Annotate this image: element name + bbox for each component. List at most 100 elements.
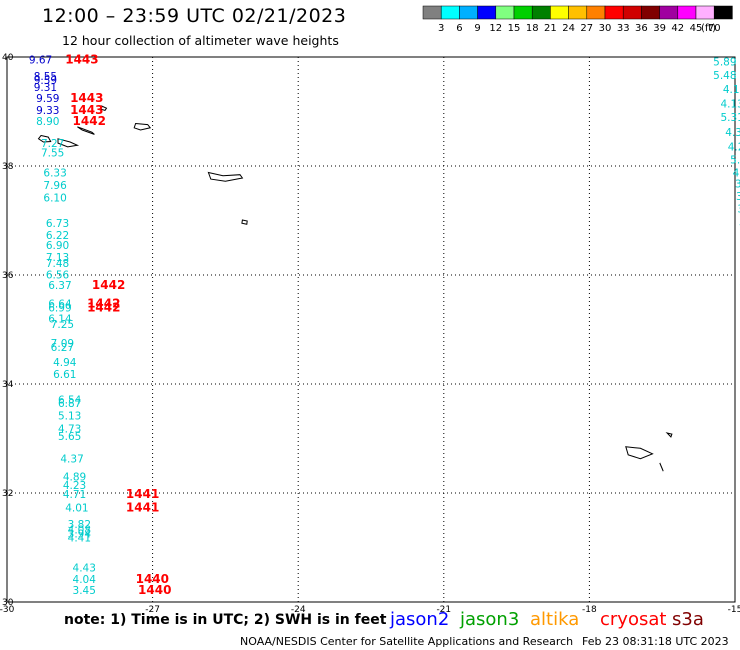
wave-height-label: 4.18 (723, 84, 740, 96)
colorbar-swatch (422, 5, 442, 20)
colorbar-swatch (568, 5, 588, 20)
map-title: 12:00 – 23:59 UTC 02/21/2023 (42, 5, 347, 27)
island-desertas (659, 462, 664, 472)
colorbar-tick-label: 3 (438, 23, 444, 34)
wave-height-label: 5.48 (713, 70, 736, 82)
pass-time-label: 1442 (92, 278, 125, 292)
x-tick-label: -21 (436, 605, 451, 615)
wave-height-label: 6.87 (58, 398, 81, 410)
colorbar-swatch (513, 5, 533, 20)
wave-height-label: 7.55 (41, 147, 64, 159)
colorbar-swatch (531, 5, 551, 20)
colorbar-swatch (586, 5, 606, 20)
island-flores-corvo (37, 134, 52, 143)
wave-height-label: 7.25 (51, 319, 74, 331)
colorbar: 3 6 9 12 15 18 21 24 27 30 33 36 39 42 45 70 (422, 5, 733, 34)
wave-height-label: 6.37 (48, 280, 71, 292)
colorbar-swatch (622, 5, 642, 20)
island-madeira (625, 446, 654, 460)
wave-height-label: 6.99 (48, 303, 71, 315)
coastlines (37, 105, 673, 472)
grid-lines (7, 57, 735, 602)
colorbar-swatch (641, 5, 660, 20)
pass-time-label: 1443 (65, 53, 98, 67)
wave-height-label: 4.71 (63, 489, 86, 501)
wave-height-label: 6.22 (46, 230, 69, 242)
legend-cryosat: cryosat (600, 609, 667, 630)
wave-height-label: 4.89 (63, 472, 86, 484)
wave-height-label: 8.90 (36, 116, 59, 128)
island-porto-santo (665, 432, 673, 438)
colorbar-tick-label: 45 (690, 23, 703, 34)
y-tick-label: 34 (2, 380, 14, 390)
colorbar-tick-label: 42 (671, 23, 684, 34)
island-santa-maria (241, 219, 248, 225)
legend-jason3: jason3 (460, 609, 520, 630)
colorbar-tick-label: 39 (653, 23, 666, 34)
wave-height-label: 3.82 (68, 519, 91, 531)
island-terceira (133, 122, 152, 131)
wave-height-label: 7.09 (51, 338, 74, 350)
colorbar-tick-label: 36 (635, 23, 648, 34)
wave-height-label: 5.13 (58, 411, 81, 423)
map-subtitle: 12 hour collection of altimeter wave hei… (62, 33, 339, 48)
generated-timestamp: Feb 23 08:31:18 UTC 2023 (582, 635, 729, 648)
y-tick-label: 36 (2, 271, 14, 281)
wave-height-label: 6.14 (48, 314, 72, 326)
wave-height-label: 4.94 (53, 357, 77, 369)
wave-height-label: 8.55 (34, 71, 57, 83)
colorbar-swatch (440, 5, 460, 20)
wave-height-label: 6.73 (46, 218, 69, 230)
wave-height-label: 9.59 (36, 93, 59, 105)
x-tick-label: -18 (582, 605, 597, 615)
note-text: note: 1) Time is in UTC; 2) SWH is in fe… (64, 612, 387, 628)
wave-height-label: 4.36 (733, 168, 740, 180)
colorbar-unit-label: (ft) (701, 23, 716, 34)
wave-height-label: 6.27 (51, 342, 74, 354)
wave-height-label: 3.8 (736, 191, 740, 203)
legend-altika: altika (530, 609, 580, 630)
wave-height-label: 4.43 (73, 563, 96, 575)
wave-height-label: 9.31 (34, 82, 57, 94)
x-tick-label: -24 (291, 605, 306, 615)
wave-height-label: 4.13 (720, 98, 740, 110)
colorbar-swatch (713, 5, 733, 20)
colorbar-tick-label: 24 (562, 23, 575, 34)
pass-time-label: 1440 (138, 583, 171, 597)
colorbar-swatch (695, 5, 715, 20)
island-sao-miguel (207, 171, 244, 182)
colorbar-tick-label: 70 (708, 23, 721, 34)
y-tick-label: 38 (2, 162, 14, 172)
wave-height-label: 4.21 (728, 141, 740, 153)
wave-height-label: 4.23 (63, 480, 86, 492)
wave-height-label: 6.54 (58, 394, 82, 406)
legend-s3a: s3a (672, 609, 704, 630)
colorbar-tick-label: 30 (599, 23, 612, 34)
colorbar-tick-label: 27 (580, 23, 593, 34)
pass-time-label: 1442 (87, 301, 120, 315)
colorbar-tick-label: 15 (508, 23, 521, 34)
wave-height-label: 5.89 (713, 56, 736, 68)
legend-jason2: jason2 (390, 609, 450, 630)
colorbar-swatch (477, 5, 497, 20)
wave-height-label: 3.94 (68, 528, 92, 540)
wave-height-label: 5 (739, 217, 740, 229)
island-faial-pico (57, 138, 80, 148)
pass-time-label: 1441 (126, 501, 159, 515)
wave-height-label: 4.37 (60, 454, 83, 466)
wave-height-label: 6.90 (46, 240, 69, 252)
x-tick-label: -27 (145, 605, 160, 615)
wave-height-label: 4.08 (68, 525, 91, 537)
wave-height-label: 6.64 (48, 298, 72, 310)
wave-height-label: 6.10 (43, 193, 66, 205)
colorbar-tick-label: 9 (474, 23, 480, 34)
wave-height-label: 7.96 (43, 180, 67, 192)
wave-height-label: 7.48 (46, 258, 69, 270)
x-tick-label: -30 (0, 605, 15, 615)
colorbar-tick-label: 12 (489, 23, 502, 34)
pass-time-label: 1441 (126, 487, 159, 501)
wave-height-label: 7.13 (46, 252, 69, 264)
colorbar-swatch (604, 5, 624, 20)
wave-height-label: 4.37 (725, 127, 740, 139)
colorbar-swatch (659, 5, 679, 20)
